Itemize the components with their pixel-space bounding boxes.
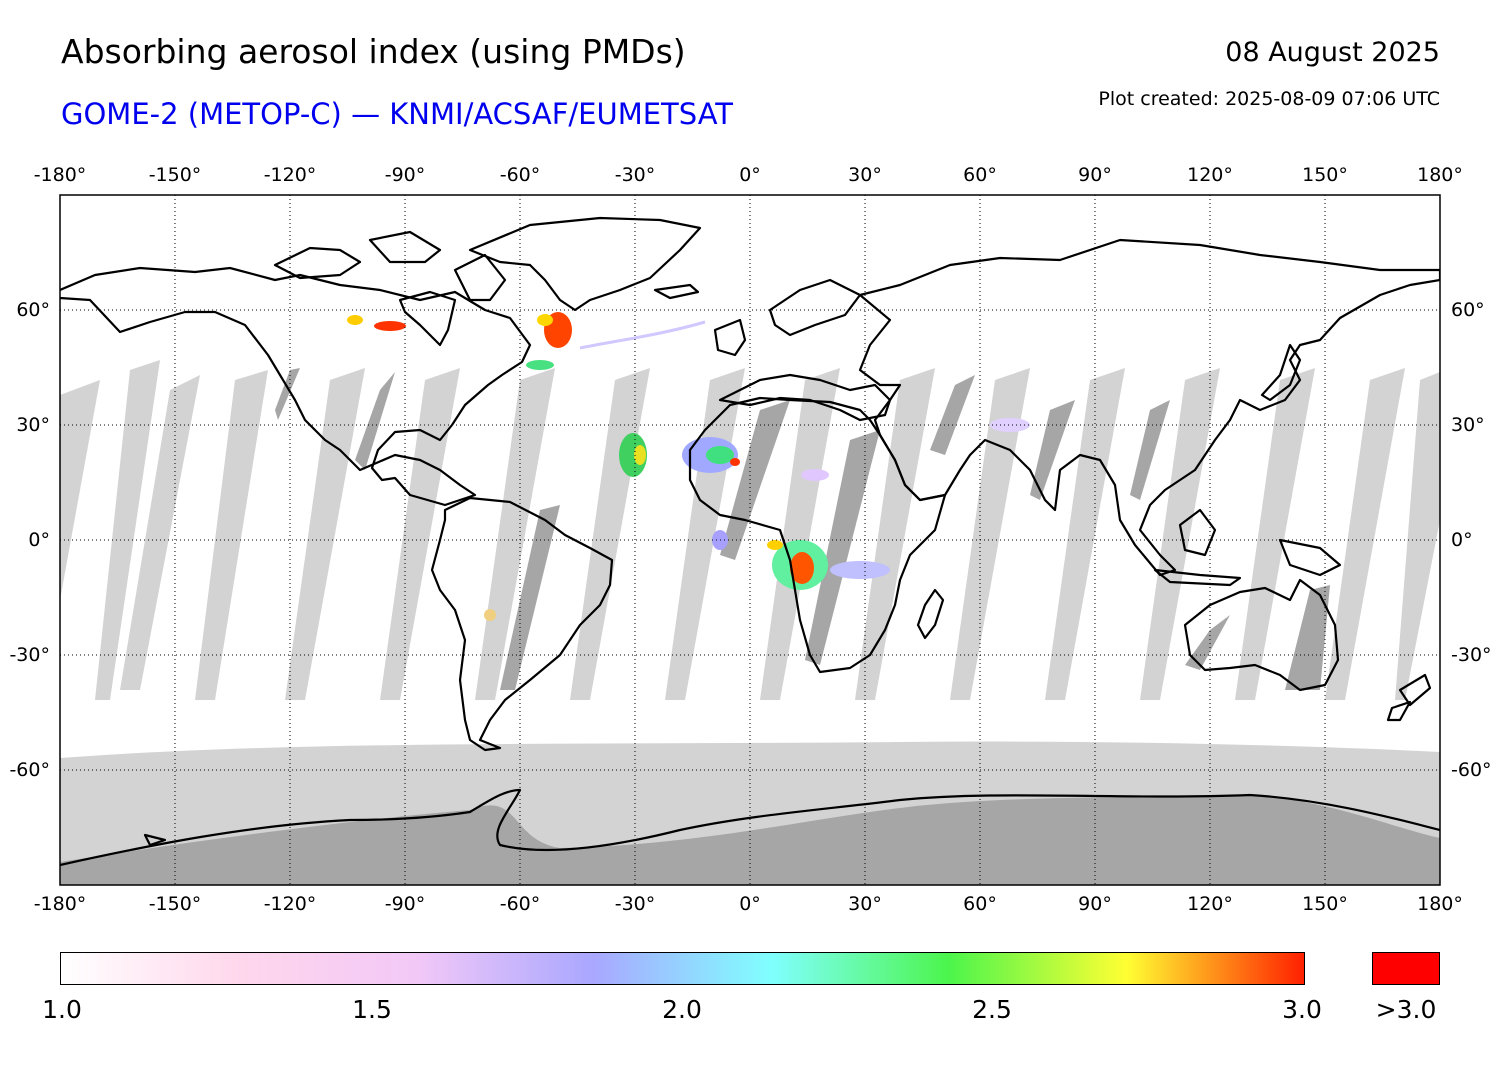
colorbar-gradient bbox=[60, 952, 1305, 985]
lon-label-top: -120° bbox=[263, 164, 317, 186]
observation-date: 08 August 2025 bbox=[1225, 37, 1440, 68]
lat-label-right: -30° bbox=[1451, 644, 1492, 666]
aerosol-map bbox=[59, 194, 1441, 886]
colorbar-tick-label: 2.0 bbox=[662, 995, 702, 1024]
lon-label-bottom: -30° bbox=[614, 893, 656, 915]
lon-label-bottom: 0° bbox=[739, 893, 761, 915]
graticule bbox=[60, 195, 1440, 885]
lat-label-right: 60° bbox=[1451, 299, 1485, 321]
lat-label-right: -60° bbox=[1451, 759, 1492, 781]
map-subtitle: GOME-2 (METOP-C) — KNMI/ACSAF/EUMETSAT bbox=[61, 97, 734, 131]
lon-label-top: -150° bbox=[148, 164, 202, 186]
lat-label-left: -60° bbox=[9, 759, 50, 781]
colorbar-tick-label: 1.0 bbox=[42, 995, 82, 1024]
lat-label-left: -30° bbox=[9, 644, 50, 666]
map-frame bbox=[59, 194, 1441, 886]
lon-label-top: 180° bbox=[1417, 164, 1463, 186]
lon-label-bottom: 30° bbox=[848, 893, 882, 915]
colorbar-overflow-label: >3.0 bbox=[1375, 995, 1437, 1024]
lon-label-top: 30° bbox=[848, 164, 882, 186]
lon-label-bottom: 150° bbox=[1302, 893, 1348, 915]
plot-created-timestamp: Plot created: 2025-08-09 07:06 UTC bbox=[1098, 88, 1440, 110]
colorbar-tick-label: 3.0 bbox=[1282, 995, 1322, 1024]
lon-label-top: 150° bbox=[1302, 164, 1348, 186]
map-title: Absorbing aerosol index (using PMDs) bbox=[61, 32, 686, 71]
colorbar-tick-label: 2.5 bbox=[972, 995, 1012, 1024]
lon-label-bottom: 90° bbox=[1078, 893, 1112, 915]
lon-label-bottom: 120° bbox=[1187, 893, 1233, 915]
lon-label-bottom: -90° bbox=[384, 893, 426, 915]
lat-label-left: 60° bbox=[16, 299, 50, 321]
lon-label-top: -30° bbox=[614, 164, 656, 186]
lat-label-right: 30° bbox=[1451, 414, 1485, 436]
lat-label-left: 0° bbox=[28, 529, 50, 551]
colorbar-tick-label: 1.5 bbox=[352, 995, 392, 1024]
lon-label-bottom: -180° bbox=[33, 893, 87, 915]
lon-label-bottom: -150° bbox=[148, 893, 202, 915]
lon-label-bottom: 60° bbox=[963, 893, 997, 915]
coastlines bbox=[60, 216, 1440, 867]
lon-label-bottom: 180° bbox=[1417, 893, 1463, 915]
lat-label-right: 0° bbox=[1451, 529, 1473, 551]
lon-label-top: -90° bbox=[384, 164, 426, 186]
lat-label-left: 30° bbox=[16, 414, 50, 436]
lon-label-top: 0° bbox=[739, 164, 761, 186]
aerosol-plumes bbox=[347, 312, 1030, 621]
lon-label-top: -180° bbox=[33, 164, 87, 186]
lon-label-top: -60° bbox=[499, 164, 541, 186]
colorbar-overflow-swatch bbox=[1372, 952, 1440, 985]
lon-label-top: 60° bbox=[963, 164, 997, 186]
lon-label-bottom: -60° bbox=[499, 893, 541, 915]
lon-label-bottom: -120° bbox=[263, 893, 317, 915]
lon-label-top: 120° bbox=[1187, 164, 1233, 186]
lon-label-top: 90° bbox=[1078, 164, 1112, 186]
